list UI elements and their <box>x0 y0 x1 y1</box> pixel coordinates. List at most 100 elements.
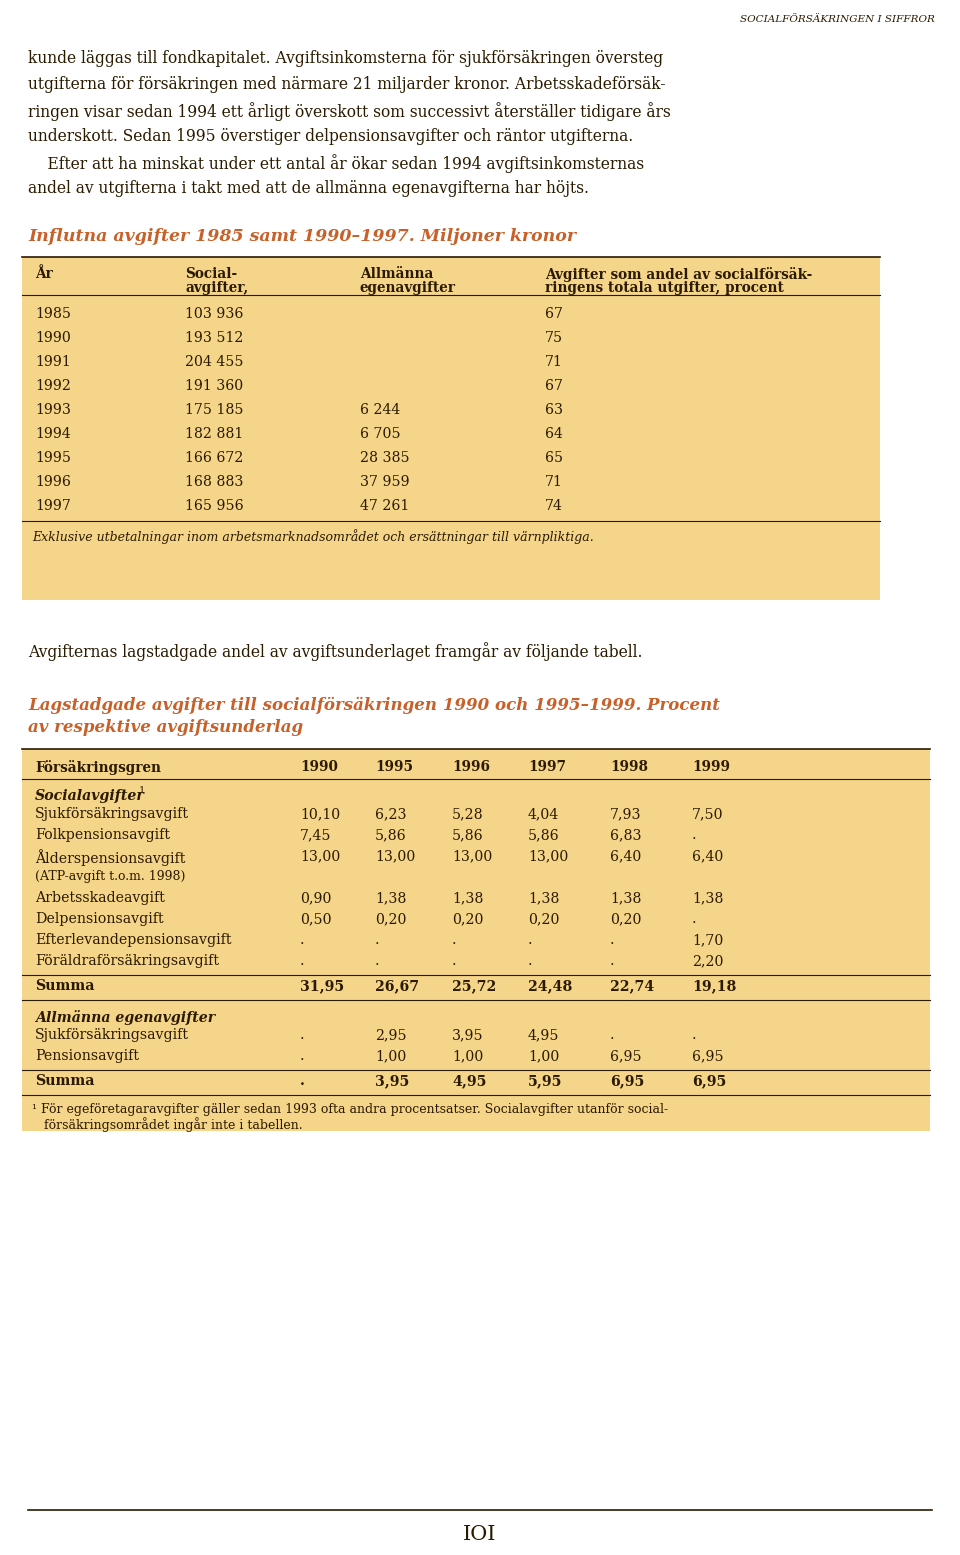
Text: .: . <box>300 1050 304 1064</box>
Text: 71: 71 <box>545 355 563 369</box>
Text: 1,00: 1,00 <box>528 1050 560 1064</box>
Text: 1,00: 1,00 <box>452 1050 484 1064</box>
Text: .: . <box>692 827 697 841</box>
Text: 26,67: 26,67 <box>375 980 420 994</box>
Text: 25,72: 25,72 <box>452 980 496 994</box>
Text: SOCIALFÖRSÄKRINGEN I SIFFROR: SOCIALFÖRSÄKRINGEN I SIFFROR <box>740 16 935 23</box>
Text: 3,95: 3,95 <box>375 1075 409 1088</box>
Text: .: . <box>300 955 304 969</box>
Text: 10,10: 10,10 <box>300 807 340 821</box>
Text: avgifter,: avgifter, <box>185 281 249 295</box>
Text: 0,20: 0,20 <box>610 911 641 925</box>
Text: 1,00: 1,00 <box>375 1050 406 1064</box>
Text: 0,50: 0,50 <box>300 911 331 925</box>
Text: 63: 63 <box>545 403 563 417</box>
Text: underskott. Sedan 1995 överstiger delpensionsavgifter och räntor utgifterna.: underskott. Sedan 1995 överstiger delpen… <box>28 128 634 145</box>
Text: Exklusive utbetalningar inom arbetsmarknadsområdet och ersättningar till värnpli: Exklusive utbetalningar inom arbetsmarkn… <box>32 529 593 544</box>
Text: 1994: 1994 <box>35 428 71 442</box>
Text: Lagstadgade avgifter till socialförsäkringen 1990 och 1995–1999. Procent: Lagstadgade avgifter till socialförsäkri… <box>28 697 720 714</box>
Text: .: . <box>452 955 457 969</box>
Text: 37 959: 37 959 <box>360 474 410 488</box>
Text: .: . <box>610 955 614 969</box>
Text: 7,93: 7,93 <box>610 807 641 821</box>
Text: Sjukförsäkringsavgift: Sjukförsäkringsavgift <box>35 1028 189 1042</box>
Text: IOI: IOI <box>464 1525 496 1544</box>
Text: Föräldraförsäkringsavgift: Föräldraförsäkringsavgift <box>35 955 219 969</box>
Text: Allmänna: Allmänna <box>360 267 433 281</box>
Text: Avgifter som andel av socialförsäk-: Avgifter som andel av socialförsäk- <box>545 267 812 281</box>
Text: 1997: 1997 <box>35 499 71 513</box>
Text: 1997: 1997 <box>528 760 566 774</box>
Text: Ålderspensionsavgift: Ålderspensionsavgift <box>35 849 185 866</box>
Text: 193 512: 193 512 <box>185 331 244 345</box>
Text: 1993: 1993 <box>35 403 71 417</box>
Text: Arbetsskadeavgift: Arbetsskadeavgift <box>35 891 165 905</box>
Text: 24,48: 24,48 <box>528 980 572 994</box>
Text: Pensionsavgift: Pensionsavgift <box>35 1050 139 1064</box>
Text: 2,20: 2,20 <box>692 955 724 969</box>
Text: 1990: 1990 <box>35 331 71 345</box>
Text: 103 936: 103 936 <box>185 306 244 320</box>
Text: Delpensionsavgift: Delpensionsavgift <box>35 911 163 925</box>
Text: 0,20: 0,20 <box>375 911 406 925</box>
Text: 1998: 1998 <box>610 760 648 774</box>
Text: 1996: 1996 <box>35 474 71 488</box>
Text: 1,38: 1,38 <box>610 891 641 905</box>
Text: .: . <box>610 1028 614 1042</box>
Text: 1999: 1999 <box>692 760 730 774</box>
Text: 74: 74 <box>545 499 563 513</box>
Text: 0,20: 0,20 <box>528 911 560 925</box>
Text: 1992: 1992 <box>35 379 71 393</box>
Text: .: . <box>375 955 379 969</box>
Text: 165 956: 165 956 <box>185 499 244 513</box>
Text: Social-: Social- <box>185 267 237 281</box>
Text: Försäkringsgren: Försäkringsgren <box>35 760 161 774</box>
Text: 6,23: 6,23 <box>375 807 406 821</box>
Text: Efter att ha minskat under ett antal år ökar sedan 1994 avgiftsinkomsternas: Efter att ha minskat under ett antal år … <box>28 154 644 173</box>
Text: 19,18: 19,18 <box>692 980 736 994</box>
Text: 1995: 1995 <box>375 760 413 774</box>
Text: 31,95: 31,95 <box>300 980 345 994</box>
Text: Influtna avgifter 1985 samt 1990–1997. Miljoner kronor: Influtna avgifter 1985 samt 1990–1997. M… <box>28 229 576 246</box>
Text: 75: 75 <box>545 331 564 345</box>
Text: 64: 64 <box>545 428 563 442</box>
Text: 13,00: 13,00 <box>375 849 416 863</box>
Text: Allmänna egenavgifter: Allmänna egenavgifter <box>35 1011 215 1025</box>
Text: År: År <box>35 267 53 281</box>
Text: 1,38: 1,38 <box>692 891 724 905</box>
Text: 1991: 1991 <box>35 355 71 369</box>
Text: 2,95: 2,95 <box>375 1028 407 1042</box>
Text: 5,95: 5,95 <box>528 1075 563 1088</box>
Text: 7,45: 7,45 <box>300 827 331 841</box>
Text: utgifterna för försäkringen med närmare 21 miljarder kronor. Arbetsskadeförsäk-: utgifterna för försäkringen med närmare … <box>28 76 665 93</box>
Text: 1: 1 <box>139 785 145 795</box>
Text: Efterlevandepensionsavgift: Efterlevandepensionsavgift <box>35 933 231 947</box>
FancyBboxPatch shape <box>22 257 880 600</box>
Text: 47 261: 47 261 <box>360 499 409 513</box>
Text: (ATP-avgift t.o.m. 1998): (ATP-avgift t.o.m. 1998) <box>35 869 185 883</box>
Text: 7,50: 7,50 <box>692 807 724 821</box>
Text: 1985: 1985 <box>35 306 71 320</box>
Text: 5,86: 5,86 <box>528 827 560 841</box>
Text: 6,83: 6,83 <box>610 827 641 841</box>
Text: .: . <box>528 955 533 969</box>
Text: 28 385: 28 385 <box>360 451 410 465</box>
Text: 13,00: 13,00 <box>452 849 492 863</box>
Text: 1,38: 1,38 <box>452 891 484 905</box>
Text: 166 672: 166 672 <box>185 451 244 465</box>
Text: kunde läggas till fondkapitalet. Avgiftsinkomsterna för sjukförsäkringen överste: kunde läggas till fondkapitalet. Avgifts… <box>28 50 663 67</box>
Text: .: . <box>300 1028 304 1042</box>
Text: 6 705: 6 705 <box>360 428 400 442</box>
Text: 6,95: 6,95 <box>610 1075 644 1088</box>
Text: andel av utgifterna i takt med att de allmänna egenavgifterna har höjts.: andel av utgifterna i takt med att de al… <box>28 180 589 197</box>
Text: Folkpensionsavgift: Folkpensionsavgift <box>35 827 170 841</box>
Text: 65: 65 <box>545 451 564 465</box>
Text: 6,40: 6,40 <box>610 849 641 863</box>
Text: 1995: 1995 <box>35 451 71 465</box>
Text: .: . <box>528 933 533 947</box>
Text: 13,00: 13,00 <box>528 849 568 863</box>
Text: 3,95: 3,95 <box>452 1028 484 1042</box>
Text: 175 185: 175 185 <box>185 403 244 417</box>
Text: Avgifternas lagstadgade andel av avgiftsunderlaget framgår av följande tabell.: Avgifternas lagstadgade andel av avgifts… <box>28 642 642 661</box>
Text: 1,38: 1,38 <box>375 891 406 905</box>
